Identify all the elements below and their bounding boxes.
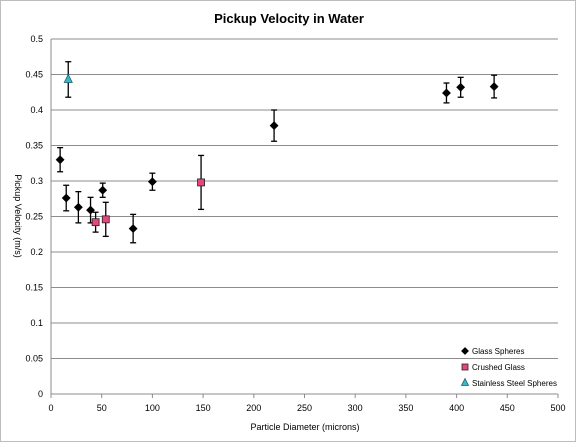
x-tick-label: 500: [550, 403, 565, 413]
y-tick-label: 0.2: [30, 247, 43, 257]
legend-label: Crushed Glass: [472, 363, 525, 372]
data-point-square: [91, 218, 100, 227]
y-tick-label: 0.05: [25, 354, 43, 364]
x-tick-label: 150: [196, 403, 211, 413]
legend-marker-triangle: [460, 377, 470, 386]
legend-marker-square: [461, 363, 469, 371]
series-square: [91, 154, 205, 238]
tick-labels: 0 0.05 0.1 0.15 0.2 0.25 0.3 0.35 0.4 0.45 0.5 0 50 1…: [25, 34, 565, 413]
x-tick-label: 450: [500, 403, 515, 413]
data-point-diamond: [489, 82, 499, 91]
data-point-square: [197, 178, 205, 187]
y-tick-label: 0.1: [30, 318, 43, 328]
x-axis-title: Particle Diameter (microns): [250, 422, 359, 432]
legend-label: Glass Spheres: [472, 347, 524, 356]
series-diamond: [55, 74, 499, 244]
series-triangle: [63, 61, 73, 98]
data-points: [55, 61, 499, 244]
gridlines: [51, 38, 558, 359]
data-point-diamond: [147, 177, 157, 187]
axes: [50, 39, 559, 398]
legend-label: Stainless Steel Spheres: [472, 379, 557, 388]
data-point-diamond: [73, 202, 83, 212]
x-tick-label: 100: [145, 403, 160, 413]
data-point-diamond: [128, 224, 138, 233]
y-axis-title: Pickup Velocity (m/s): [13, 174, 23, 258]
x-tick-label: 350: [398, 403, 413, 413]
data-point-diamond: [442, 88, 451, 98]
x-tick-label: 0: [48, 403, 53, 413]
y-tick-label: 0.3: [30, 176, 43, 186]
chart-title: Pickup Velocity in Water: [214, 11, 364, 26]
y-tick-label: 0.15: [25, 283, 43, 293]
x-tick-label: 300: [348, 403, 363, 413]
x-tick-label: 400: [449, 403, 464, 413]
x-tick-label: 50: [97, 403, 107, 413]
data-point-square: [101, 215, 110, 224]
y-tick-label: 0.4: [30, 105, 43, 115]
legend: Glass Spheres Crushed Glass Stainless Stee…: [460, 347, 557, 388]
y-tick-label: 0.5: [30, 34, 43, 44]
y-tick-label: 0: [38, 389, 43, 399]
x-tick-label: 200: [246, 403, 261, 413]
data-point-diamond: [98, 185, 108, 195]
data-point-diamond: [55, 155, 65, 165]
y-tick-label: 0.45: [25, 70, 43, 80]
x-tick-label: 250: [297, 403, 312, 413]
data-point-diamond: [61, 193, 71, 203]
data-point-diamond: [86, 205, 95, 215]
data-point-diamond: [456, 82, 466, 92]
data-point-triangle: [63, 73, 73, 83]
legend-marker-diamond: [461, 347, 469, 355]
y-tick-label: 0.25: [25, 212, 43, 222]
y-tick-label: 0.35: [25, 141, 43, 151]
data-point-diamond: [269, 121, 279, 131]
